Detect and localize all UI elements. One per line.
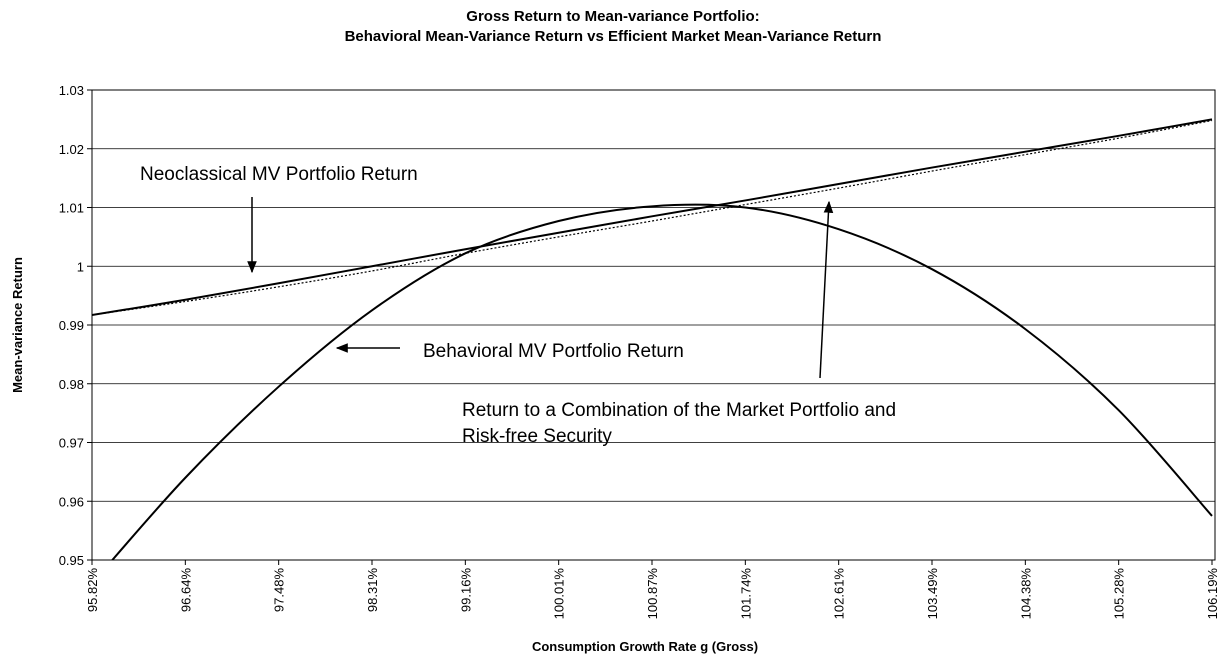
series-line [111,203,1213,560]
x-tick-label: 100.01% [552,568,567,620]
plot-frame [91,89,1216,561]
x-tick-label: 97.48% [272,568,287,613]
y-tick-label: 1.03 [59,83,84,98]
tick-labels: 0.95 0.96 0.97 0.98 0.99 1 1.01 1.02 1.03 95.82% 9… [59,83,1220,619]
series-line [92,119,1213,316]
y-tick-label: 0.99 [59,318,84,333]
chart-title: Gross Return to Mean-variance Portfolio: [466,8,759,25]
y-tick-label: 0.96 [59,494,84,509]
chart-title: Behavioral Mean-Variance Return vs Effic… [345,28,882,45]
x-tick-label: 104.38% [1018,568,1033,620]
x-tick-label: 106.19% [1205,568,1220,620]
y-tick-label: 1.01 [59,201,84,216]
x-tick-label: 99.16% [458,568,473,613]
y-tick-label: 0.95 [59,553,84,568]
x-tick-label: 101.74% [738,568,753,620]
x-tick-label: 100.87% [645,568,660,620]
arrow [819,200,834,379]
grid [87,89,1215,565]
x-tick-label: 96.64% [178,568,193,613]
y-tick-label: 0.98 [59,377,84,392]
x-tick-label: 105.28% [1112,568,1127,620]
y-tick-label: 1.02 [59,142,84,157]
x-axis-title: Consumption Growth Rate g (Gross) [532,639,758,654]
lines [92,118,1213,560]
annotation: Behavioral MV Portfolio Return [423,341,684,362]
x-tick-label: 102.61% [832,568,847,620]
y-tick-label: 0.97 [59,436,84,451]
x-tick-label: 103.49% [925,568,940,620]
x-tick-label: 98.31% [365,568,380,613]
y-tick-label: 1 [77,259,84,274]
annotation: Return to a Combination of the Market Po… [462,400,896,421]
series-line [92,118,1213,316]
y-axis-title: Mean-variance Return [10,257,25,393]
annotation: Neoclassical MV Portfolio Return [140,164,418,185]
x-tick-label: 95.82% [85,568,100,613]
annotation: Risk-free Security [462,426,612,447]
